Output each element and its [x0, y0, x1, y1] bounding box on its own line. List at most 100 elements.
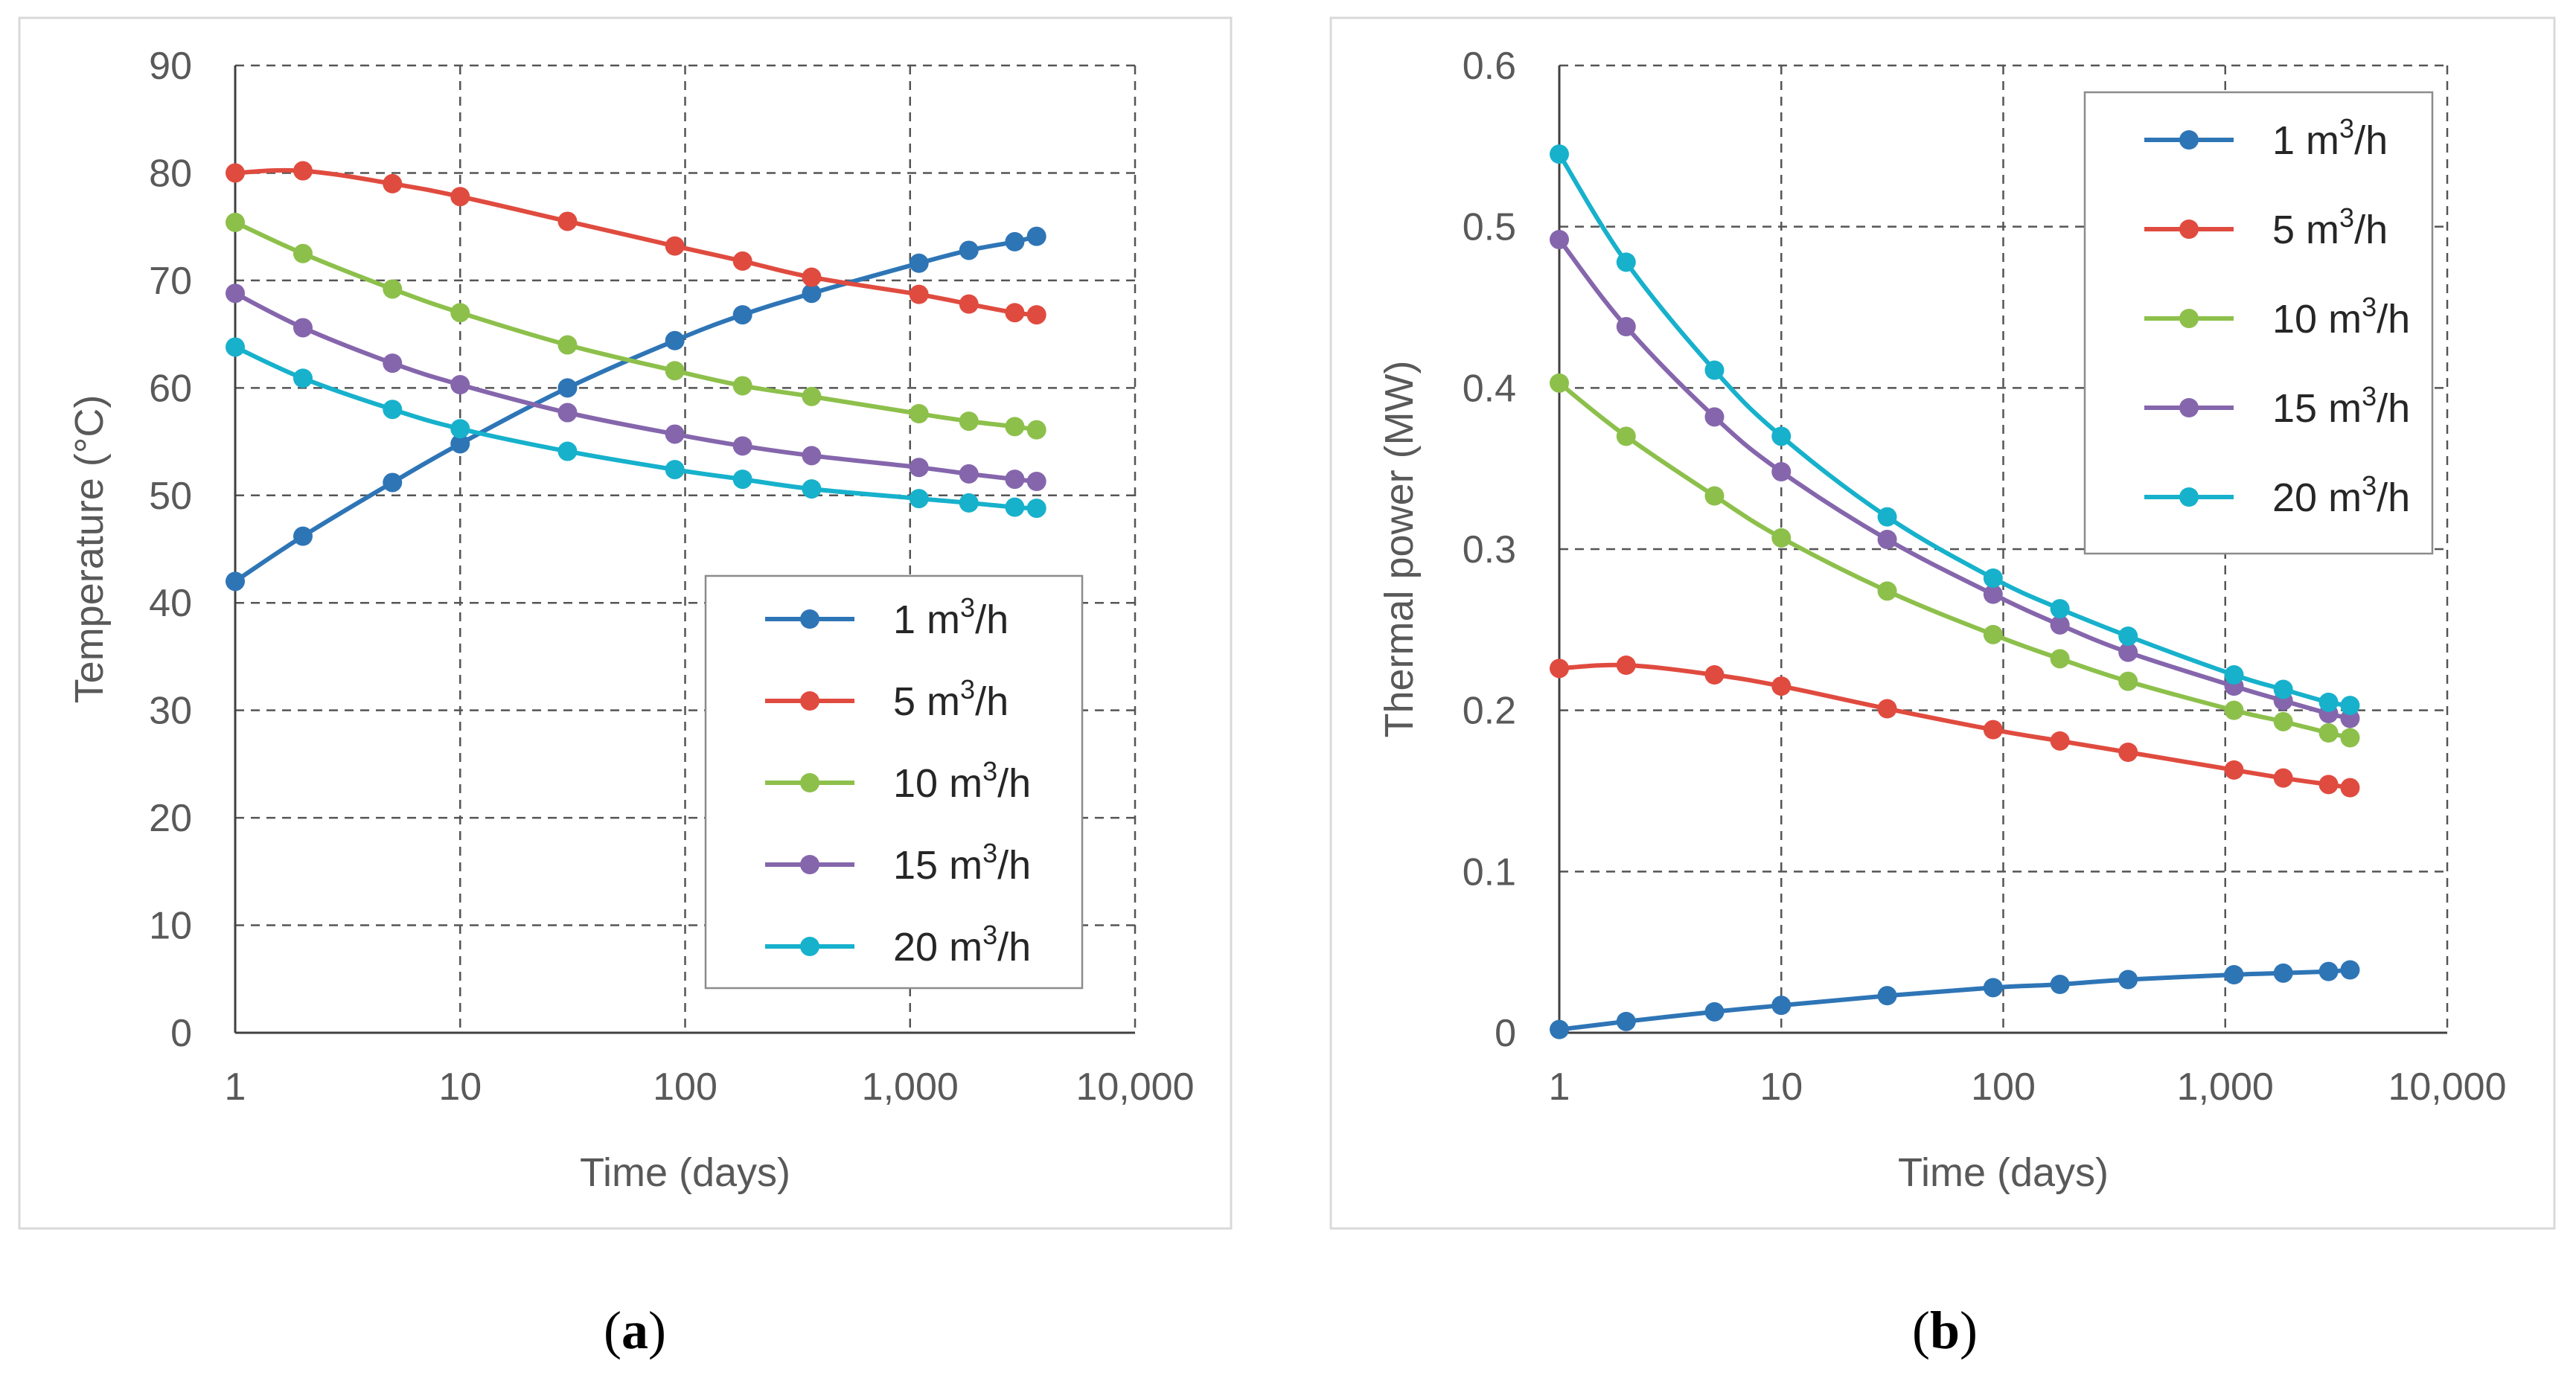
y-tick-label: 0: [1495, 1012, 1516, 1055]
data-point: [450, 434, 470, 454]
caption-paren: ): [1960, 1301, 1978, 1360]
data-point: [1550, 1019, 1569, 1039]
data-point: [293, 526, 313, 546]
chart-panel-a: 0 10 20 30 40 50 60 70 80 90 1 10 100 1,000 10,000 Time…: [18, 16, 1233, 1230]
legend-swatch-marker: [2179, 487, 2199, 507]
data-point: [1771, 528, 1792, 548]
y-tick-label: 10: [149, 905, 192, 948]
x-tick-label: 10: [438, 1065, 482, 1109]
y-tick-label: 60: [149, 367, 192, 410]
data-point: [2118, 642, 2138, 662]
caption-paren: ): [648, 1301, 666, 1360]
data-point: [1026, 420, 1046, 440]
legend-label-unit: /h: [2354, 118, 2388, 163]
caption-letter: b: [1930, 1301, 1960, 1360]
data-point: [732, 376, 752, 396]
y-tick-label: 30: [149, 690, 192, 733]
data-point: [2118, 743, 2138, 762]
data-point: [2318, 692, 2339, 712]
data-point: [450, 187, 470, 207]
data-point: [1877, 507, 1897, 527]
data-point: [665, 236, 685, 256]
legend-label-value: 1 m: [2272, 118, 2339, 163]
legend-label-unit: /h: [997, 761, 1031, 806]
legend-label: 10 m3/h: [893, 756, 1031, 806]
series-3: [1550, 373, 2360, 748]
data-point: [1550, 144, 1569, 164]
x-tick-label: 100: [1971, 1065, 2036, 1109]
data-point: [2118, 671, 2138, 691]
caption-letter: a: [621, 1301, 648, 1360]
legend-swatch-marker: [800, 773, 819, 792]
legend-label-superscript: 3: [2339, 113, 2354, 144]
y-tick-label: 0.2: [1463, 690, 1516, 733]
legend-label-unit: /h: [975, 597, 1009, 642]
legend-label: 1 m3/h: [2272, 113, 2388, 163]
data-point: [1983, 584, 2003, 604]
data-point: [732, 436, 752, 456]
series-line: [1557, 153, 2350, 708]
data-point: [226, 163, 245, 183]
data-point: [1005, 231, 1025, 251]
data-point: [665, 424, 685, 444]
series-3: [226, 212, 1046, 440]
y-tick-label: 40: [149, 582, 192, 625]
panel-caption: (a): [604, 1301, 666, 1360]
panel-caption: (b): [1912, 1301, 1978, 1360]
legend-label: 15 m3/h: [893, 838, 1031, 888]
x-tick-label: 100: [653, 1065, 717, 1109]
data-point: [1616, 1011, 1636, 1031]
y-tick-label: 0.3: [1463, 528, 1516, 571]
data-point: [2318, 961, 2339, 981]
legend-label-superscript: 3: [960, 674, 975, 705]
data-point: [2224, 965, 2244, 984]
data-point: [2273, 711, 2293, 731]
x-tick-label: 1: [1549, 1065, 1570, 1109]
data-point: [557, 211, 578, 231]
data-point: [2050, 615, 2070, 635]
data-point: [2340, 960, 2360, 980]
data-point: [1983, 978, 2003, 998]
caption-paren: (: [604, 1301, 621, 1360]
data-point: [293, 243, 313, 263]
legend-swatch-marker: [2179, 309, 2199, 328]
data-point: [226, 337, 245, 357]
y-tick-label: 20: [149, 797, 192, 840]
data-point: [802, 446, 822, 466]
data-point: [557, 335, 578, 355]
legend-label-superscript: 3: [2339, 202, 2354, 233]
x-tick-label: 10,000: [2388, 1065, 2506, 1109]
data-point: [959, 240, 979, 260]
data-point: [909, 404, 929, 423]
data-point: [557, 378, 578, 398]
data-point: [2273, 963, 2293, 983]
data-point: [2340, 728, 2360, 748]
data-point: [1026, 305, 1046, 325]
data-point: [802, 386, 822, 406]
data-point: [383, 472, 403, 493]
y-axis-title: Thermal power (MW): [1377, 360, 1422, 737]
data-point: [1704, 486, 1725, 506]
data-point: [1877, 699, 1897, 719]
data-point: [1616, 656, 1636, 675]
data-point: [1771, 462, 1792, 481]
series-1: [226, 226, 1046, 592]
data-point: [732, 305, 752, 325]
data-point: [226, 212, 245, 232]
data-point: [2318, 775, 2339, 795]
data-point: [1550, 230, 1569, 249]
y-axis-title: Temperature (°C): [67, 395, 112, 704]
legend-label-unit: /h: [2354, 208, 2388, 252]
series-4: [226, 283, 1046, 491]
data-point: [909, 253, 929, 273]
data-point: [2050, 731, 2070, 751]
data-point: [1704, 407, 1725, 427]
data-point: [2340, 696, 2360, 716]
data-point: [1026, 472, 1046, 491]
data-point: [732, 470, 752, 490]
legend-label-value: 15 m: [2272, 386, 2362, 431]
y-tick-label: 0.4: [1463, 367, 1516, 410]
legend-label-value: 1 m: [893, 597, 960, 642]
legend-swatch-marker: [800, 609, 819, 629]
